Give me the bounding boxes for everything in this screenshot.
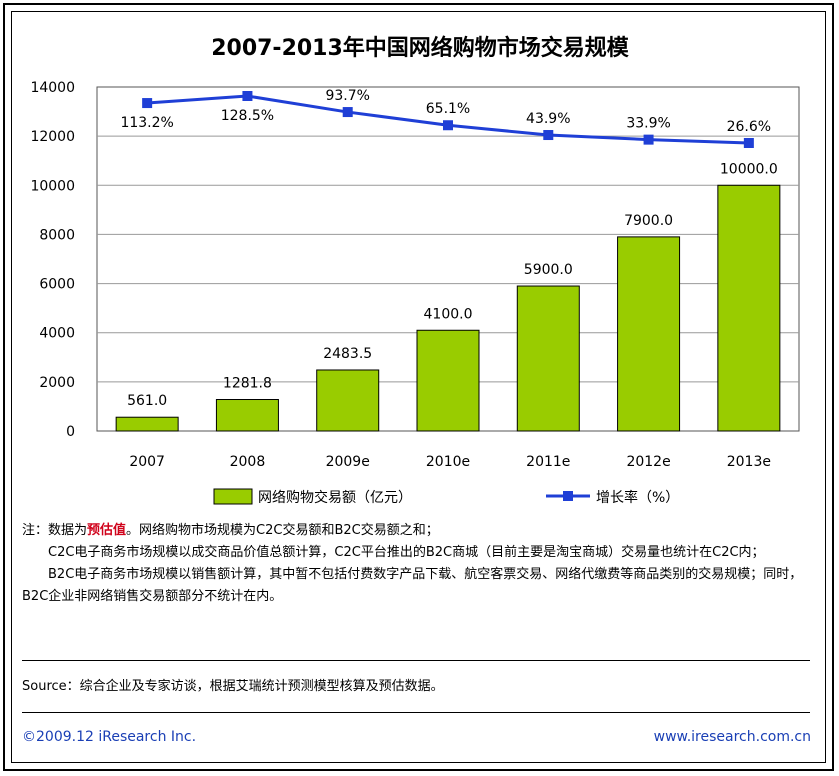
bar-value-label: 4100.0 bbox=[424, 306, 473, 322]
growth-value-label: 93.7% bbox=[325, 88, 369, 104]
y-tick-label: 6000 bbox=[39, 277, 75, 293]
growth-marker bbox=[743, 138, 754, 148]
x-tick-label: 2012e bbox=[626, 454, 670, 470]
y-tick-label: 4000 bbox=[39, 326, 75, 342]
note-line1-rest: 。网络购物市场规模为C2C交易额和B2C交易额之和； bbox=[126, 523, 439, 538]
growth-value-label: 26.6% bbox=[727, 119, 771, 135]
y-tick-label: 12000 bbox=[30, 129, 75, 145]
x-tick-label: 2007 bbox=[129, 454, 165, 470]
legend-line-marker bbox=[563, 491, 573, 501]
source-text: Source：综合企业及专家访谈，根据艾瑞统计预测模型核算及预估数据。 bbox=[22, 679, 444, 694]
plot-area: 0 2000 4000 6000 8000 10000 12000 14000 561.0 200… bbox=[30, 80, 800, 470]
x-tick-label: 2009e bbox=[326, 454, 370, 470]
bar-value-label: 2483.5 bbox=[323, 346, 372, 362]
chart: 2007-2013年中国网络购物市场交易规模 0 2000 4000 6000 8000… bbox=[30, 35, 800, 506]
notes: 注：数据为预估值。网络购物市场规模为C2C交易额和B2C交易额之和； C2C电子… bbox=[22, 520, 812, 608]
website-link[interactable]: www.iresearch.com.cn bbox=[653, 729, 811, 745]
bar-value-label: 7900.0 bbox=[624, 213, 673, 229]
bar bbox=[516, 285, 580, 432]
divider-1 bbox=[22, 660, 810, 661]
bar bbox=[115, 416, 179, 432]
chart-title: 2007-2013年中国网络购物市场交易规模 bbox=[211, 35, 630, 61]
y-tick-label: 2000 bbox=[39, 375, 75, 391]
bar-value-label: 1281.8 bbox=[223, 376, 272, 392]
growth-value-label: 65.1% bbox=[426, 101, 470, 117]
divider-2 bbox=[22, 712, 810, 713]
bar bbox=[316, 369, 380, 432]
x-tick-label: 2010e bbox=[426, 454, 470, 470]
growth-marker bbox=[142, 98, 153, 109]
y-tick-label: 10000 bbox=[30, 178, 75, 194]
note-line-1: 注：数据为预估值。网络购物市场规模为C2C交易额和B2C交易额之和； bbox=[22, 520, 812, 542]
bar bbox=[617, 236, 681, 432]
growth-marker bbox=[543, 130, 554, 141]
bar-value-label: 561.0 bbox=[127, 393, 167, 409]
growth-marker bbox=[242, 91, 253, 101]
growth-value-label: 113.2% bbox=[120, 115, 173, 131]
x-tick-label: 2008 bbox=[230, 454, 266, 470]
growth-value-label: 43.9% bbox=[526, 111, 570, 127]
copyright: ©2009.12 iResearch Inc. bbox=[22, 729, 197, 745]
growth-value-label: 128.5% bbox=[221, 108, 274, 124]
legend-line-label: 增长率（%） bbox=[596, 489, 679, 506]
growth-marker bbox=[443, 120, 453, 131]
legend-bar-label: 网络购物交易额（亿元） bbox=[258, 489, 412, 506]
note-para-2: C2C电子商务市场规模以成交商品价值总额计算，C2C平台推出的B2C商城（目前主… bbox=[48, 545, 765, 560]
y-tick-label: 14000 bbox=[30, 80, 75, 96]
note-prefix: 注：数据为 bbox=[22, 523, 88, 538]
growth-value-label: 33.9% bbox=[626, 116, 670, 132]
bar bbox=[215, 399, 279, 432]
y-tick-label: 8000 bbox=[39, 227, 75, 243]
legend: 网络购物交易额（亿元） 增长率（%） bbox=[213, 488, 679, 506]
bar-value-label: 5900.0 bbox=[524, 262, 573, 278]
bar bbox=[416, 329, 480, 432]
chart-frame-inner bbox=[11, 11, 826, 763]
bar-value-label: 10000.0 bbox=[720, 161, 778, 177]
legend-bar-swatch bbox=[213, 488, 253, 505]
growth-marker bbox=[342, 107, 353, 118]
x-tick-label: 2013e bbox=[727, 454, 771, 470]
note-highlight: 预估值 bbox=[87, 523, 127, 538]
growth-marker bbox=[643, 134, 654, 145]
note-para-3: B2C电子商务市场规模以销售额计算，其中暂不包括付费数字产品下载、航空客票交易、… bbox=[22, 567, 803, 604]
x-tick-label: 2011e bbox=[526, 454, 570, 470]
bar bbox=[717, 184, 781, 432]
y-tick-label: 0 bbox=[66, 424, 75, 440]
